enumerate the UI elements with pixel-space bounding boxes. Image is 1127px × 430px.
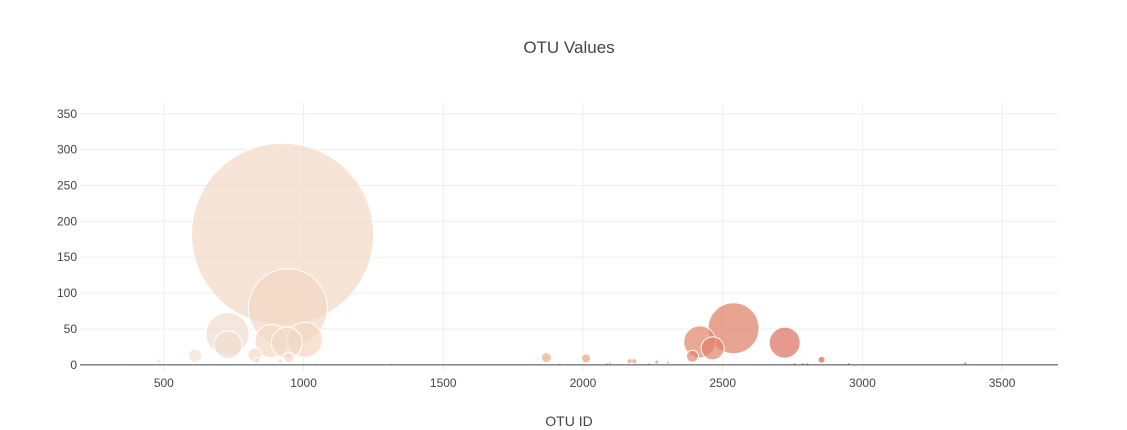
- bubble-point[interactable]: [155, 358, 162, 365]
- x-tick-label: 2500: [709, 376, 736, 390]
- bubble-point[interactable]: [188, 348, 203, 363]
- bubble-point[interactable]: [213, 330, 243, 360]
- bubble-point[interactable]: [277, 358, 284, 365]
- y-tick-label: 350: [57, 107, 77, 121]
- y-tick-label: 100: [57, 286, 77, 300]
- bubble-point[interactable]: [817, 355, 826, 364]
- bubble-point[interactable]: [626, 358, 633, 365]
- bubble-layer: [120, 142, 968, 367]
- y-tick-label: 200: [57, 214, 77, 228]
- y-tick-label: 300: [57, 143, 77, 157]
- x-tick-label: 3500: [989, 376, 1016, 390]
- bubble-point[interactable]: [581, 353, 592, 364]
- y-tick-label: 150: [57, 250, 77, 264]
- x-tick-label: 500: [154, 376, 174, 390]
- bubble-point[interactable]: [768, 326, 801, 359]
- y-tick-label: 0: [70, 358, 77, 372]
- y-tick-label: 250: [57, 178, 77, 192]
- bubble-point[interactable]: [686, 349, 700, 363]
- bubble-point[interactable]: [654, 359, 660, 365]
- bubble-point[interactable]: [700, 336, 725, 361]
- axis-layer: 500 1000 1500 2000 2500 3000 3500 0 50 100 150 200 2…: [57, 107, 1058, 390]
- x-tick-label: 3000: [849, 376, 876, 390]
- bubble-point[interactable]: [540, 352, 552, 364]
- x-tick-label: 1500: [430, 376, 457, 390]
- y-tick-label: 50: [64, 322, 78, 336]
- x-tick-label: 2000: [570, 376, 597, 390]
- bubble-point[interactable]: [283, 352, 295, 364]
- x-tick-label: 1000: [290, 376, 317, 390]
- chart-title: OTU Values: [523, 38, 614, 57]
- bubble-point[interactable]: [631, 358, 638, 365]
- x-axis-title: OTU ID: [545, 413, 592, 429]
- bubble-point[interactable]: [665, 360, 670, 365]
- bubble-point[interactable]: [253, 357, 261, 365]
